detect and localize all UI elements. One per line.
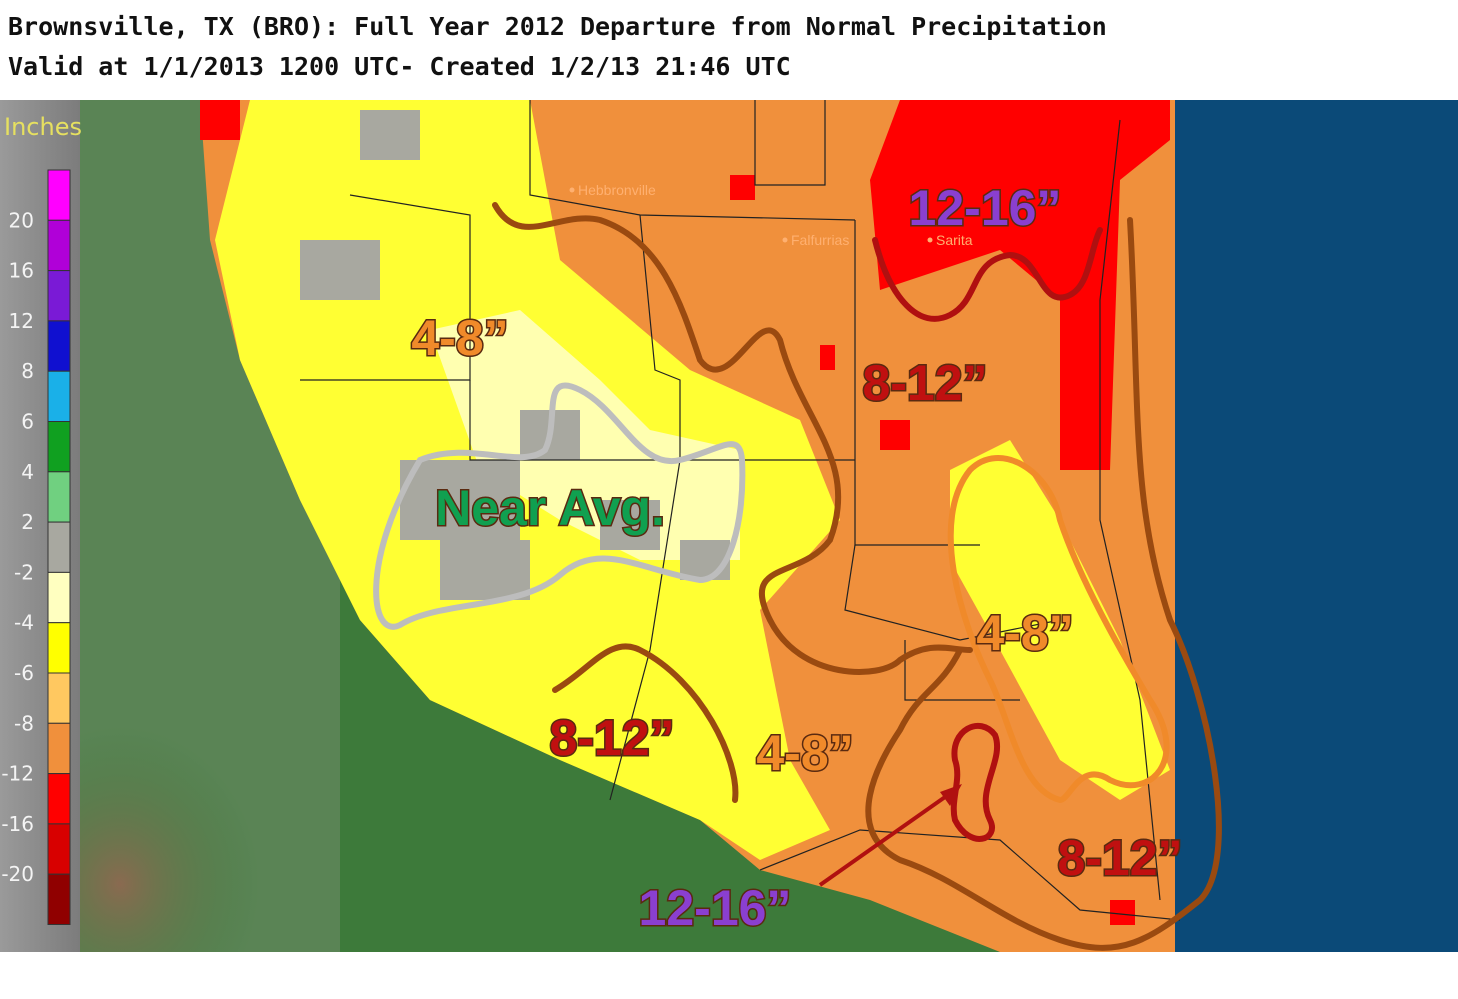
legend-label: 16 xyxy=(9,259,34,283)
annotation: 4-8” xyxy=(976,605,1073,661)
legend-label: 4 xyxy=(21,460,34,484)
legend-swatch xyxy=(47,471,71,523)
red-cells xyxy=(200,100,1135,925)
legend-swatch xyxy=(47,622,71,674)
precip-red xyxy=(870,100,1170,470)
legend-swatch xyxy=(47,219,71,272)
town-label: Hebbronville xyxy=(578,182,656,198)
county-lines xyxy=(300,100,1181,921)
annotation: 4-8” xyxy=(756,725,853,781)
legend-label: 6 xyxy=(21,410,34,434)
legend-swatch xyxy=(47,521,71,573)
town-label: Sarita xyxy=(936,232,973,248)
town-dot xyxy=(782,237,788,243)
annotation: 12-16” xyxy=(909,180,1062,236)
near-normal-cells xyxy=(300,110,730,600)
annotation: Near Avg. xyxy=(435,480,665,536)
legend-swatch xyxy=(47,421,71,473)
annotation: 8-12” xyxy=(549,710,674,766)
legend-label: -16 xyxy=(1,812,34,836)
legend-swatch xyxy=(47,873,71,926)
legend-swatch xyxy=(47,722,71,775)
arrow xyxy=(818,788,957,887)
annotation: 4-8” xyxy=(411,310,508,366)
legend-label: 8 xyxy=(21,359,34,383)
map xyxy=(0,100,1458,952)
legend-swatch xyxy=(47,823,71,875)
town-dot xyxy=(569,187,575,193)
legend-swatch xyxy=(47,672,71,724)
title: Brownsville, TX (BRO): Full Year 2012 De… xyxy=(8,12,1107,41)
legend-swatch xyxy=(47,270,71,322)
town-dot xyxy=(927,237,933,243)
town-label: Falfurrias xyxy=(791,232,849,248)
legend-label: 20 xyxy=(9,208,34,232)
legend-label: -8 xyxy=(14,711,34,735)
legend-title: Inches xyxy=(4,113,82,141)
legend-swatch xyxy=(47,773,71,825)
legend-swatch xyxy=(47,370,71,423)
legend-swatch xyxy=(47,320,71,372)
ocean xyxy=(1175,100,1458,952)
subtitle: Valid at 1/1/2013 1200 UTC- Created 1/2/… xyxy=(8,52,791,81)
annotation: 12-16” xyxy=(639,880,792,936)
legend-label: -2 xyxy=(14,560,34,584)
legend-label: -12 xyxy=(1,762,34,786)
contours xyxy=(373,202,1222,951)
precip-light xyxy=(430,310,740,560)
annotation: 8-12” xyxy=(862,355,987,411)
legend-swatch xyxy=(47,571,71,624)
legend-label: -20 xyxy=(1,862,34,886)
legend-label: -4 xyxy=(14,611,34,635)
legend-label: 12 xyxy=(9,309,34,333)
legend-label: 2 xyxy=(21,510,34,534)
annotation: 8-12” xyxy=(1057,830,1182,886)
arrow-head xyxy=(940,784,962,806)
legend-label: -6 xyxy=(14,661,34,685)
legend-swatch xyxy=(47,169,71,221)
